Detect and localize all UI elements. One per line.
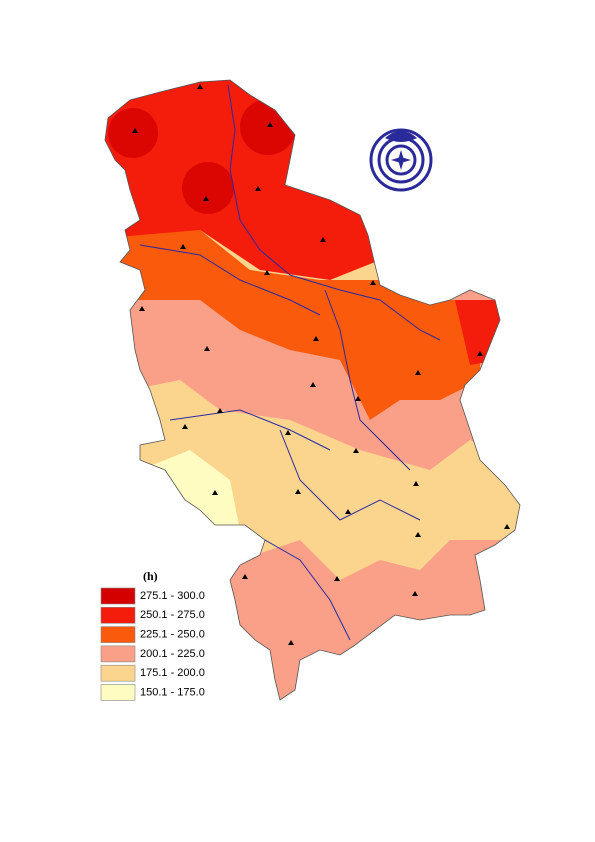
legend-label: 275.1 - 300.0 [140,590,205,602]
legend-label: 250.1 - 275.0 [140,609,205,621]
legend-title: (h) [143,569,158,583]
logo [369,128,433,192]
legend-swatch [100,664,136,682]
rivers [139,84,441,641]
legend-swatch [100,606,136,624]
zone-225-250 [105,230,480,420]
legend-label: 175.1 - 200.0 [140,667,205,679]
legend-swatch [100,587,136,605]
legend-swatch [100,645,136,663]
legend-label: 150.1 - 175.0 [140,686,205,698]
zone-150-175 [170,560,230,610]
zone-250-275 [105,80,380,280]
legend-label: 225.1 - 250.0 [140,629,205,641]
legend-label: 200.1 - 225.0 [140,648,205,660]
zone-275-300 [182,162,234,214]
legend-swatch [100,626,136,643]
zone-200-225 [105,540,520,700]
legend-swatch [100,684,136,701]
legend: 275.1 - 300.0 250.1 - 275.0 225.1 - 250.0 2… [100,587,205,701]
